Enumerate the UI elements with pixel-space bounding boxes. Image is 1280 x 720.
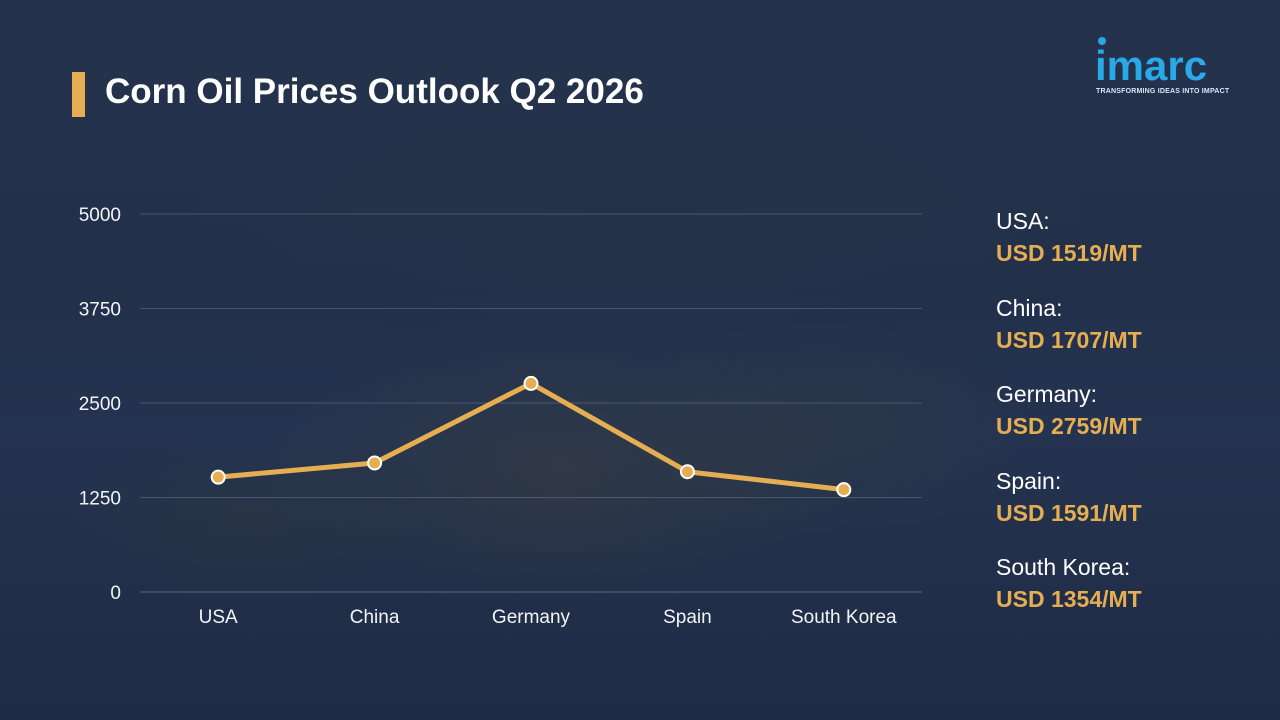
title-accent-bar <box>72 72 85 117</box>
series-layer <box>210 375 852 498</box>
country-label: Germany: <box>996 381 1097 407</box>
data-point <box>679 464 695 480</box>
data-point <box>836 482 852 498</box>
price-summary-panel: USA: USD 1519/MT China: USD 1707/MT Germ… <box>996 205 1256 638</box>
data-point <box>523 375 539 391</box>
country-label: USA: <box>996 208 1050 234</box>
price-summary-item: China: USD 1707/MT <box>996 292 1256 379</box>
price-value: USD 1354/MT <box>996 586 1142 612</box>
price-value: USD 1519/MT <box>996 240 1142 266</box>
x-tick-label: Spain <box>663 607 712 628</box>
y-tick-label: 1250 <box>79 489 121 510</box>
data-point <box>210 469 226 485</box>
price-value: USD 1707/MT <box>996 326 1142 353</box>
x-axis-ticks: USA China Germany Spain South Korea <box>199 607 897 628</box>
page-title: Corn Oil Prices Outlook Q2 2026 <box>105 72 644 111</box>
grid-lines <box>140 213 922 593</box>
data-point <box>367 455 383 471</box>
x-tick-label: Germany <box>492 607 571 628</box>
price-summary-item: Germany: USD 2759/MT <box>996 378 1256 465</box>
country-label: Spain: <box>996 467 1062 494</box>
y-axis-ticks: 0 1250 2500 3750 5000 <box>79 205 121 604</box>
y-tick-label: 2500 <box>79 394 121 415</box>
logo-tagline: TRANSFORMING IDEAS INTO IMPACT <box>1096 88 1230 95</box>
imarc-logo: imarc TRANSFORMING IDEAS INTO IMPACT <box>1093 36 1243 98</box>
x-tick-label: China <box>350 607 400 628</box>
price-value: USD 1591/MT <box>996 499 1142 526</box>
price-summary-item: Spain: USD 1591/MT <box>996 465 1256 552</box>
price-value: USD 2759/MT <box>996 413 1142 439</box>
series-line <box>215 380 847 493</box>
price-summary-item: USA: USD 1519/MT <box>996 205 1256 292</box>
x-tick-label: USA <box>199 607 238 628</box>
country-label: China: <box>996 294 1063 321</box>
logo-wordmark: imarc <box>1095 42 1208 89</box>
price-summary-item: South Korea: USD 1354/MT <box>996 551 1256 638</box>
y-tick-label: 0 <box>110 583 121 604</box>
y-tick-label: 3750 <box>79 300 121 321</box>
country-label: South Korea: <box>996 554 1131 580</box>
logo-dot <box>1098 37 1106 45</box>
y-tick-label: 5000 <box>79 205 121 226</box>
x-tick-label: South Korea <box>791 607 897 628</box>
